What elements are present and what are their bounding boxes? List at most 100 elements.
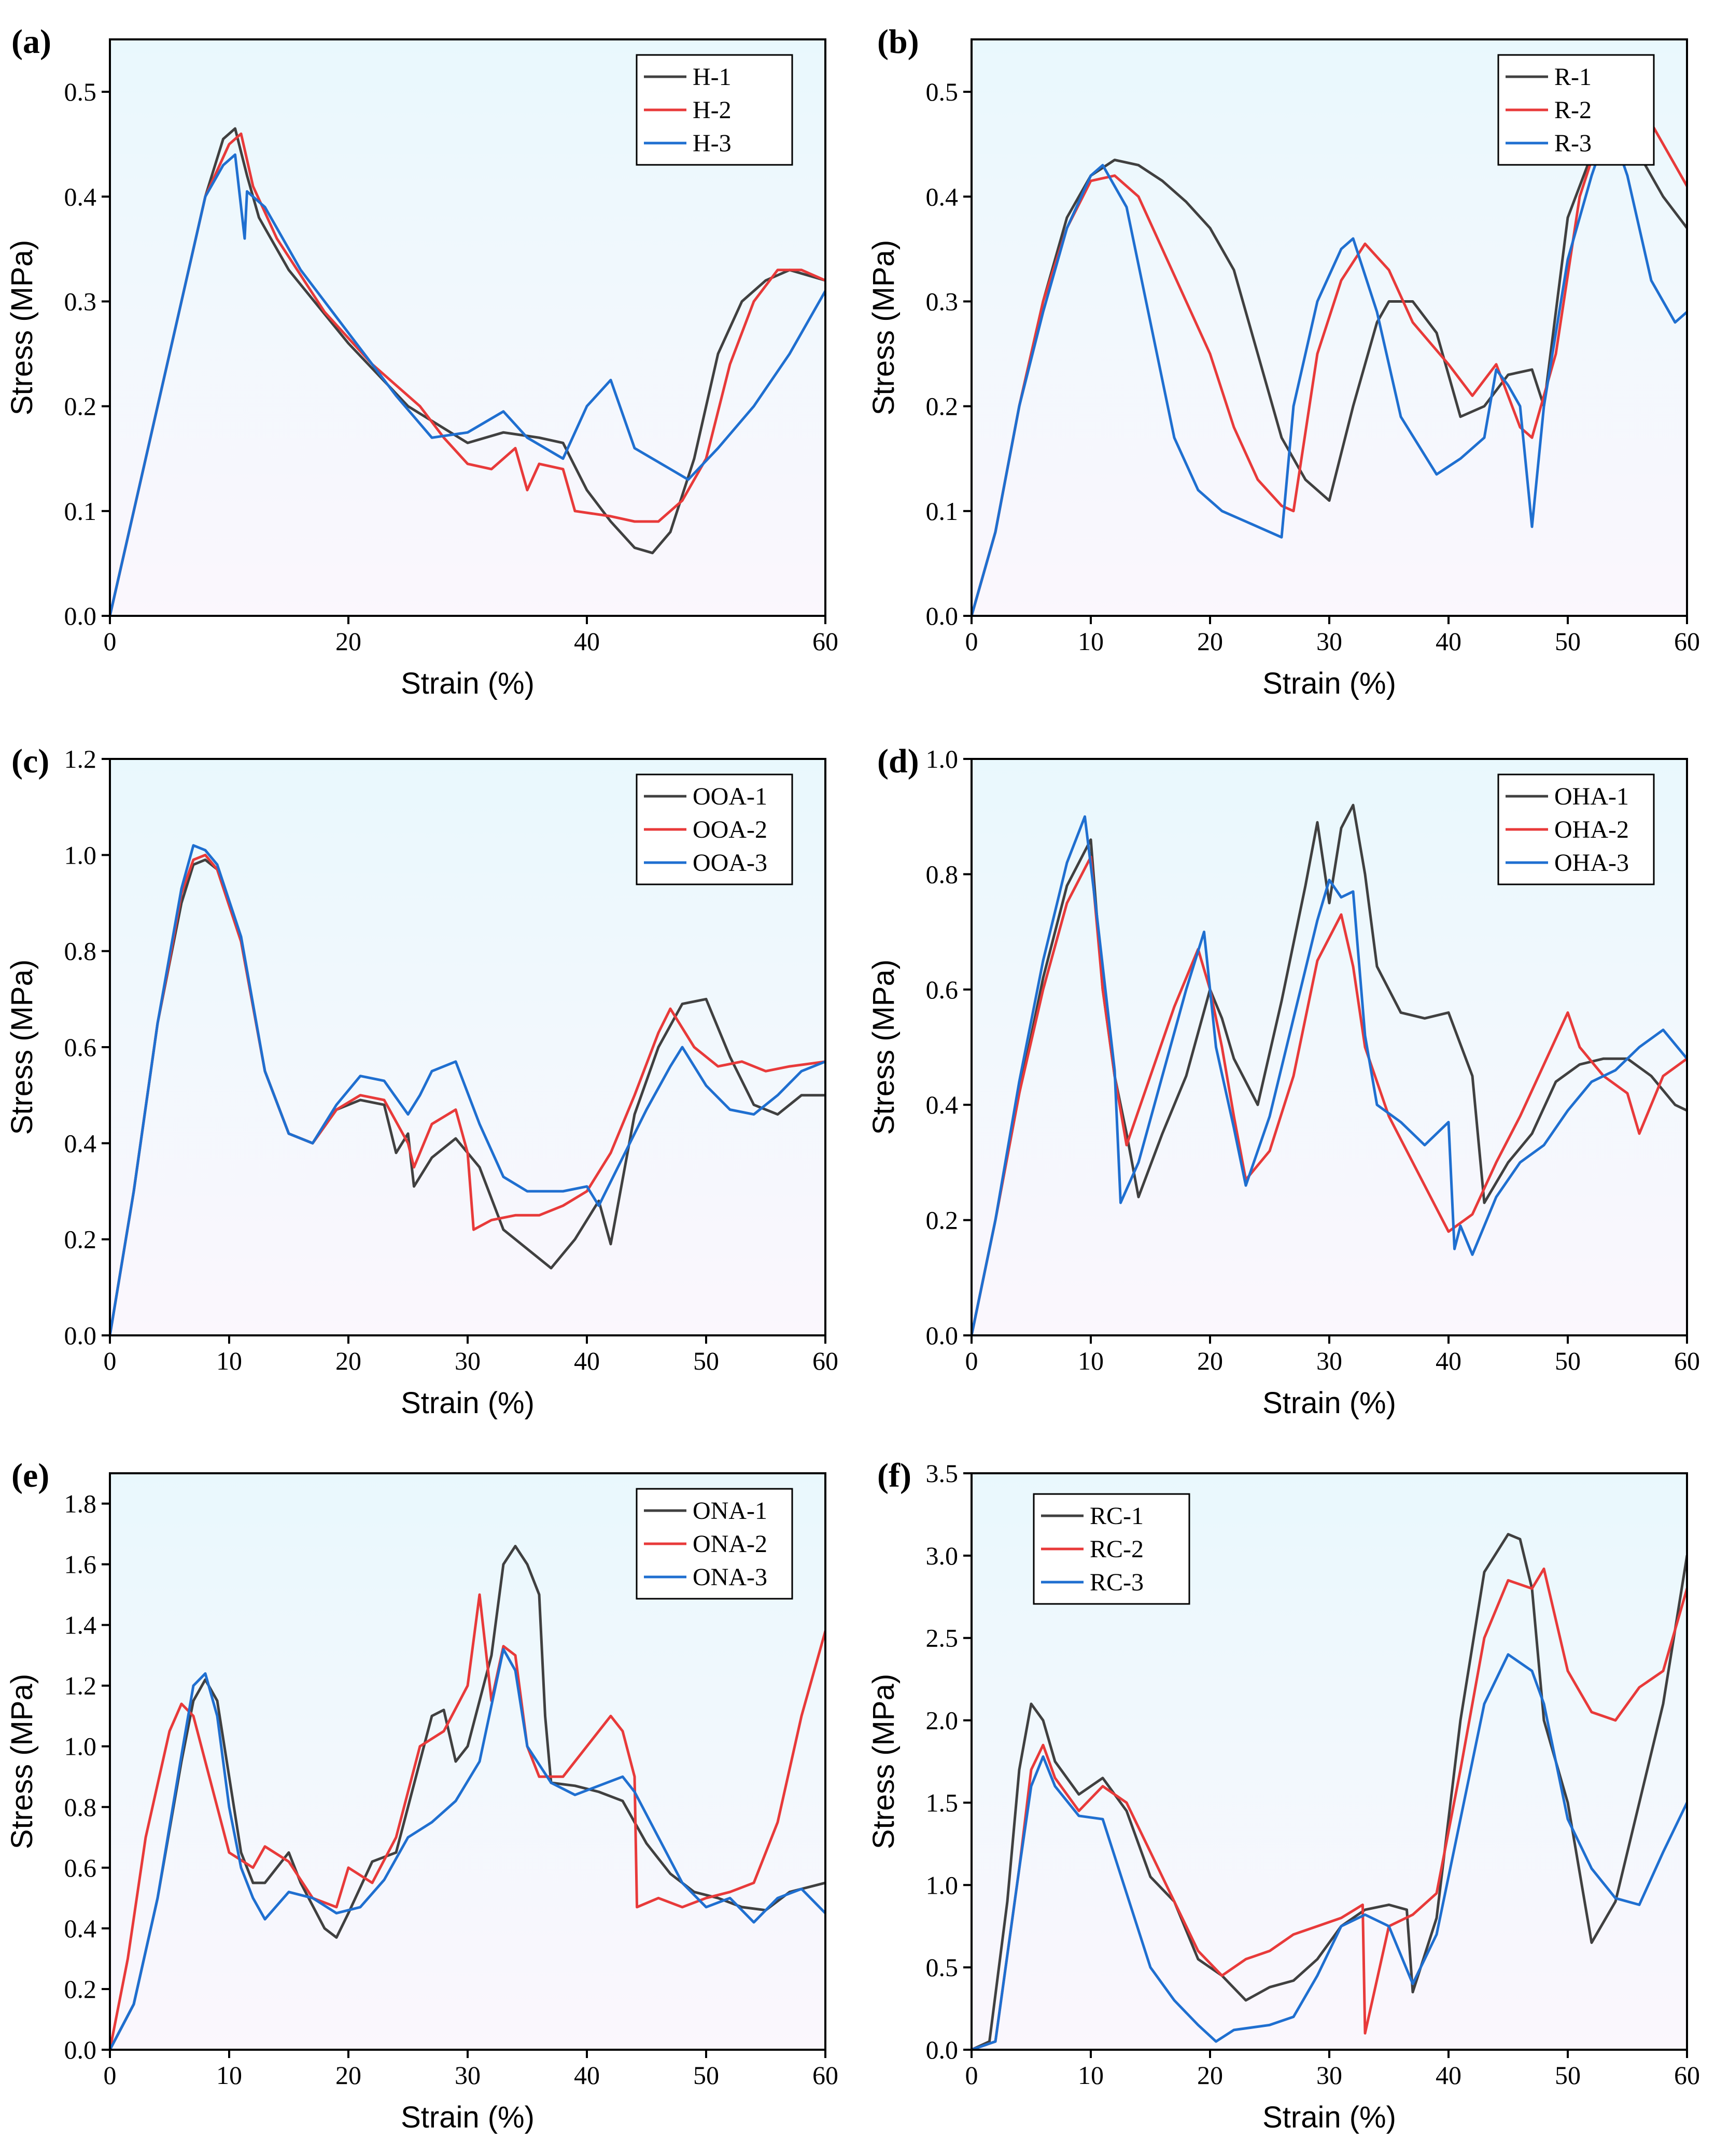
x-tick-label: 60 bbox=[812, 2061, 838, 2090]
x-tick-label: 20 bbox=[1197, 627, 1223, 656]
y-tick-label: 0.4 bbox=[926, 182, 959, 211]
series-line-OHA-2 bbox=[972, 855, 1687, 1335]
legend-box bbox=[1497, 773, 1655, 885]
panel-label: (f) bbox=[877, 1457, 911, 1495]
y-tick-label: 0.5 bbox=[926, 77, 959, 106]
series-group bbox=[110, 1545, 825, 2050]
y-tick-label: 0.4 bbox=[926, 1090, 959, 1119]
x-tick-label: 10 bbox=[216, 1346, 242, 1375]
y-axis-title: Stress (MPa) bbox=[5, 240, 39, 415]
x-axis-title: Strain (%) bbox=[401, 1386, 535, 1420]
chart-panel-b: 0 10 20 30 40 50 60 0.0 0.1 0.2 0.3 0.4 0.5 Strain (%… bbox=[867, 23, 1700, 700]
chart-panel-a: 0 20 40 60 0.0 0.1 0.2 0.3 0.4 0.5 Strain (%) Stres… bbox=[5, 23, 838, 700]
y-tick-label: 0.2 bbox=[926, 392, 959, 421]
y-tick-label: 1.0 bbox=[64, 1732, 97, 1761]
y-tick-label: 0.3 bbox=[926, 287, 959, 316]
series-line-ONA-1 bbox=[110, 1545, 825, 2050]
y-tick-label: 3.0 bbox=[926, 1541, 959, 1570]
y-tick-label: 0.2 bbox=[926, 1206, 959, 1235]
series-line-OOA-2 bbox=[110, 853, 825, 1335]
legend-label: ONA-3 bbox=[693, 1563, 767, 1591]
x-tick-label: 50 bbox=[693, 1346, 719, 1375]
legend-label: R-2 bbox=[1554, 96, 1592, 124]
y-axis-title: Stress (MPa) bbox=[867, 960, 901, 1135]
legend: OHA-1 OHA-2 OHA-3 bbox=[1497, 773, 1655, 885]
series-line-R-3 bbox=[972, 122, 1687, 616]
series-line-ONA-3 bbox=[110, 1648, 825, 2050]
x-tick-label: 0 bbox=[965, 2061, 978, 2090]
legend-label: R-3 bbox=[1554, 130, 1592, 157]
series-line-RC-3 bbox=[972, 1653, 1687, 2050]
y-tick-label: 0.8 bbox=[64, 937, 97, 966]
y-tick-label: 0.5 bbox=[64, 77, 97, 106]
series-group bbox=[110, 127, 825, 616]
x-tick-label: 20 bbox=[335, 627, 361, 656]
y-tick-label: 0.2 bbox=[64, 392, 97, 421]
y-tick-label: 1.0 bbox=[926, 744, 959, 773]
series-line-OOA-3 bbox=[110, 844, 825, 1335]
y-tick-label: 0.3 bbox=[64, 287, 97, 316]
series-group bbox=[972, 804, 1687, 1335]
x-tick-label: 10 bbox=[1078, 1346, 1104, 1375]
x-tick-label: 50 bbox=[1555, 627, 1581, 656]
x-tick-label: 20 bbox=[335, 1346, 361, 1375]
y-axis-title: Stress (MPa) bbox=[5, 1674, 39, 1849]
series-line-H-3 bbox=[110, 153, 825, 616]
x-tick-label: 60 bbox=[1674, 2061, 1700, 2090]
x-tick-label: 20 bbox=[335, 2061, 361, 2090]
panel-label: (e) bbox=[11, 1457, 49, 1495]
legend-label: OHA-2 bbox=[1554, 816, 1629, 843]
legend-label: OHA-1 bbox=[1554, 783, 1629, 810]
series-group bbox=[972, 1533, 1687, 2050]
legend-label: OOA-1 bbox=[693, 783, 767, 810]
legend-label: RC-2 bbox=[1090, 1535, 1144, 1563]
y-axis-title: Stress (MPa) bbox=[867, 240, 901, 415]
series-group bbox=[110, 844, 825, 1335]
y-tick-label: 2.5 bbox=[926, 1624, 959, 1653]
y-tick-label: 0.8 bbox=[64, 1793, 97, 1822]
x-tick-label: 30 bbox=[1316, 2061, 1342, 2090]
series-line-ONA-2 bbox=[110, 1593, 825, 2050]
series-line-RC-2 bbox=[972, 1567, 1687, 2050]
y-tick-label: 1.6 bbox=[64, 1550, 97, 1579]
panel-label: (d) bbox=[877, 742, 919, 780]
y-axis-title: Stress (MPa) bbox=[5, 960, 39, 1135]
y-tick-label: 0.0 bbox=[926, 1321, 959, 1350]
x-tick-label: 60 bbox=[1674, 627, 1700, 656]
x-tick-label: 10 bbox=[1078, 2061, 1104, 2090]
legend-label: R-1 bbox=[1554, 63, 1592, 91]
x-axis-title: Strain (%) bbox=[401, 667, 535, 700]
legend-label: H-2 bbox=[693, 96, 732, 124]
legend-label: OHA-3 bbox=[1554, 849, 1629, 877]
x-tick-label: 40 bbox=[1436, 2061, 1461, 2090]
legend-label: OOA-2 bbox=[693, 816, 767, 843]
legend: ONA-1 ONA-2 ONA-3 bbox=[636, 1488, 793, 1600]
legend-label: H-1 bbox=[693, 63, 732, 91]
y-tick-label: 1.2 bbox=[64, 744, 97, 773]
x-tick-label: 20 bbox=[1197, 2061, 1223, 2090]
axis-frame bbox=[109, 38, 826, 617]
y-tick-label: 0.0 bbox=[64, 1321, 97, 1350]
y-tick-label: 1.0 bbox=[64, 840, 97, 869]
x-tick-label: 40 bbox=[574, 1346, 600, 1375]
legend-label: OOA-3 bbox=[693, 849, 767, 877]
legend: H-1 H-2 H-3 bbox=[636, 54, 793, 166]
y-tick-label: 0.2 bbox=[64, 1225, 97, 1254]
x-axis-title: Strain (%) bbox=[1262, 2101, 1396, 2134]
legend: RC-1 RC-2 RC-3 bbox=[1033, 1493, 1190, 1605]
series-line-H-2 bbox=[110, 132, 825, 616]
x-tick-label: 0 bbox=[965, 1346, 978, 1375]
y-tick-label: 0.4 bbox=[64, 182, 97, 211]
x-tick-label: 40 bbox=[1436, 627, 1461, 656]
series-line-R-2 bbox=[972, 101, 1687, 616]
x-axis-title: Strain (%) bbox=[1262, 667, 1396, 700]
x-tick-label: 60 bbox=[812, 627, 838, 656]
legend-label: H-3 bbox=[693, 130, 732, 157]
legend: OOA-1 OOA-2 OOA-3 bbox=[636, 773, 793, 885]
y-tick-label: 0.6 bbox=[64, 1033, 97, 1062]
y-tick-label: 0.0 bbox=[64, 2035, 97, 2064]
panel-label: (b) bbox=[877, 23, 919, 61]
x-tick-label: 40 bbox=[1436, 1346, 1461, 1375]
y-axis-title: Stress (MPa) bbox=[867, 1674, 901, 1849]
y-tick-label: 0.2 bbox=[64, 1975, 97, 2004]
